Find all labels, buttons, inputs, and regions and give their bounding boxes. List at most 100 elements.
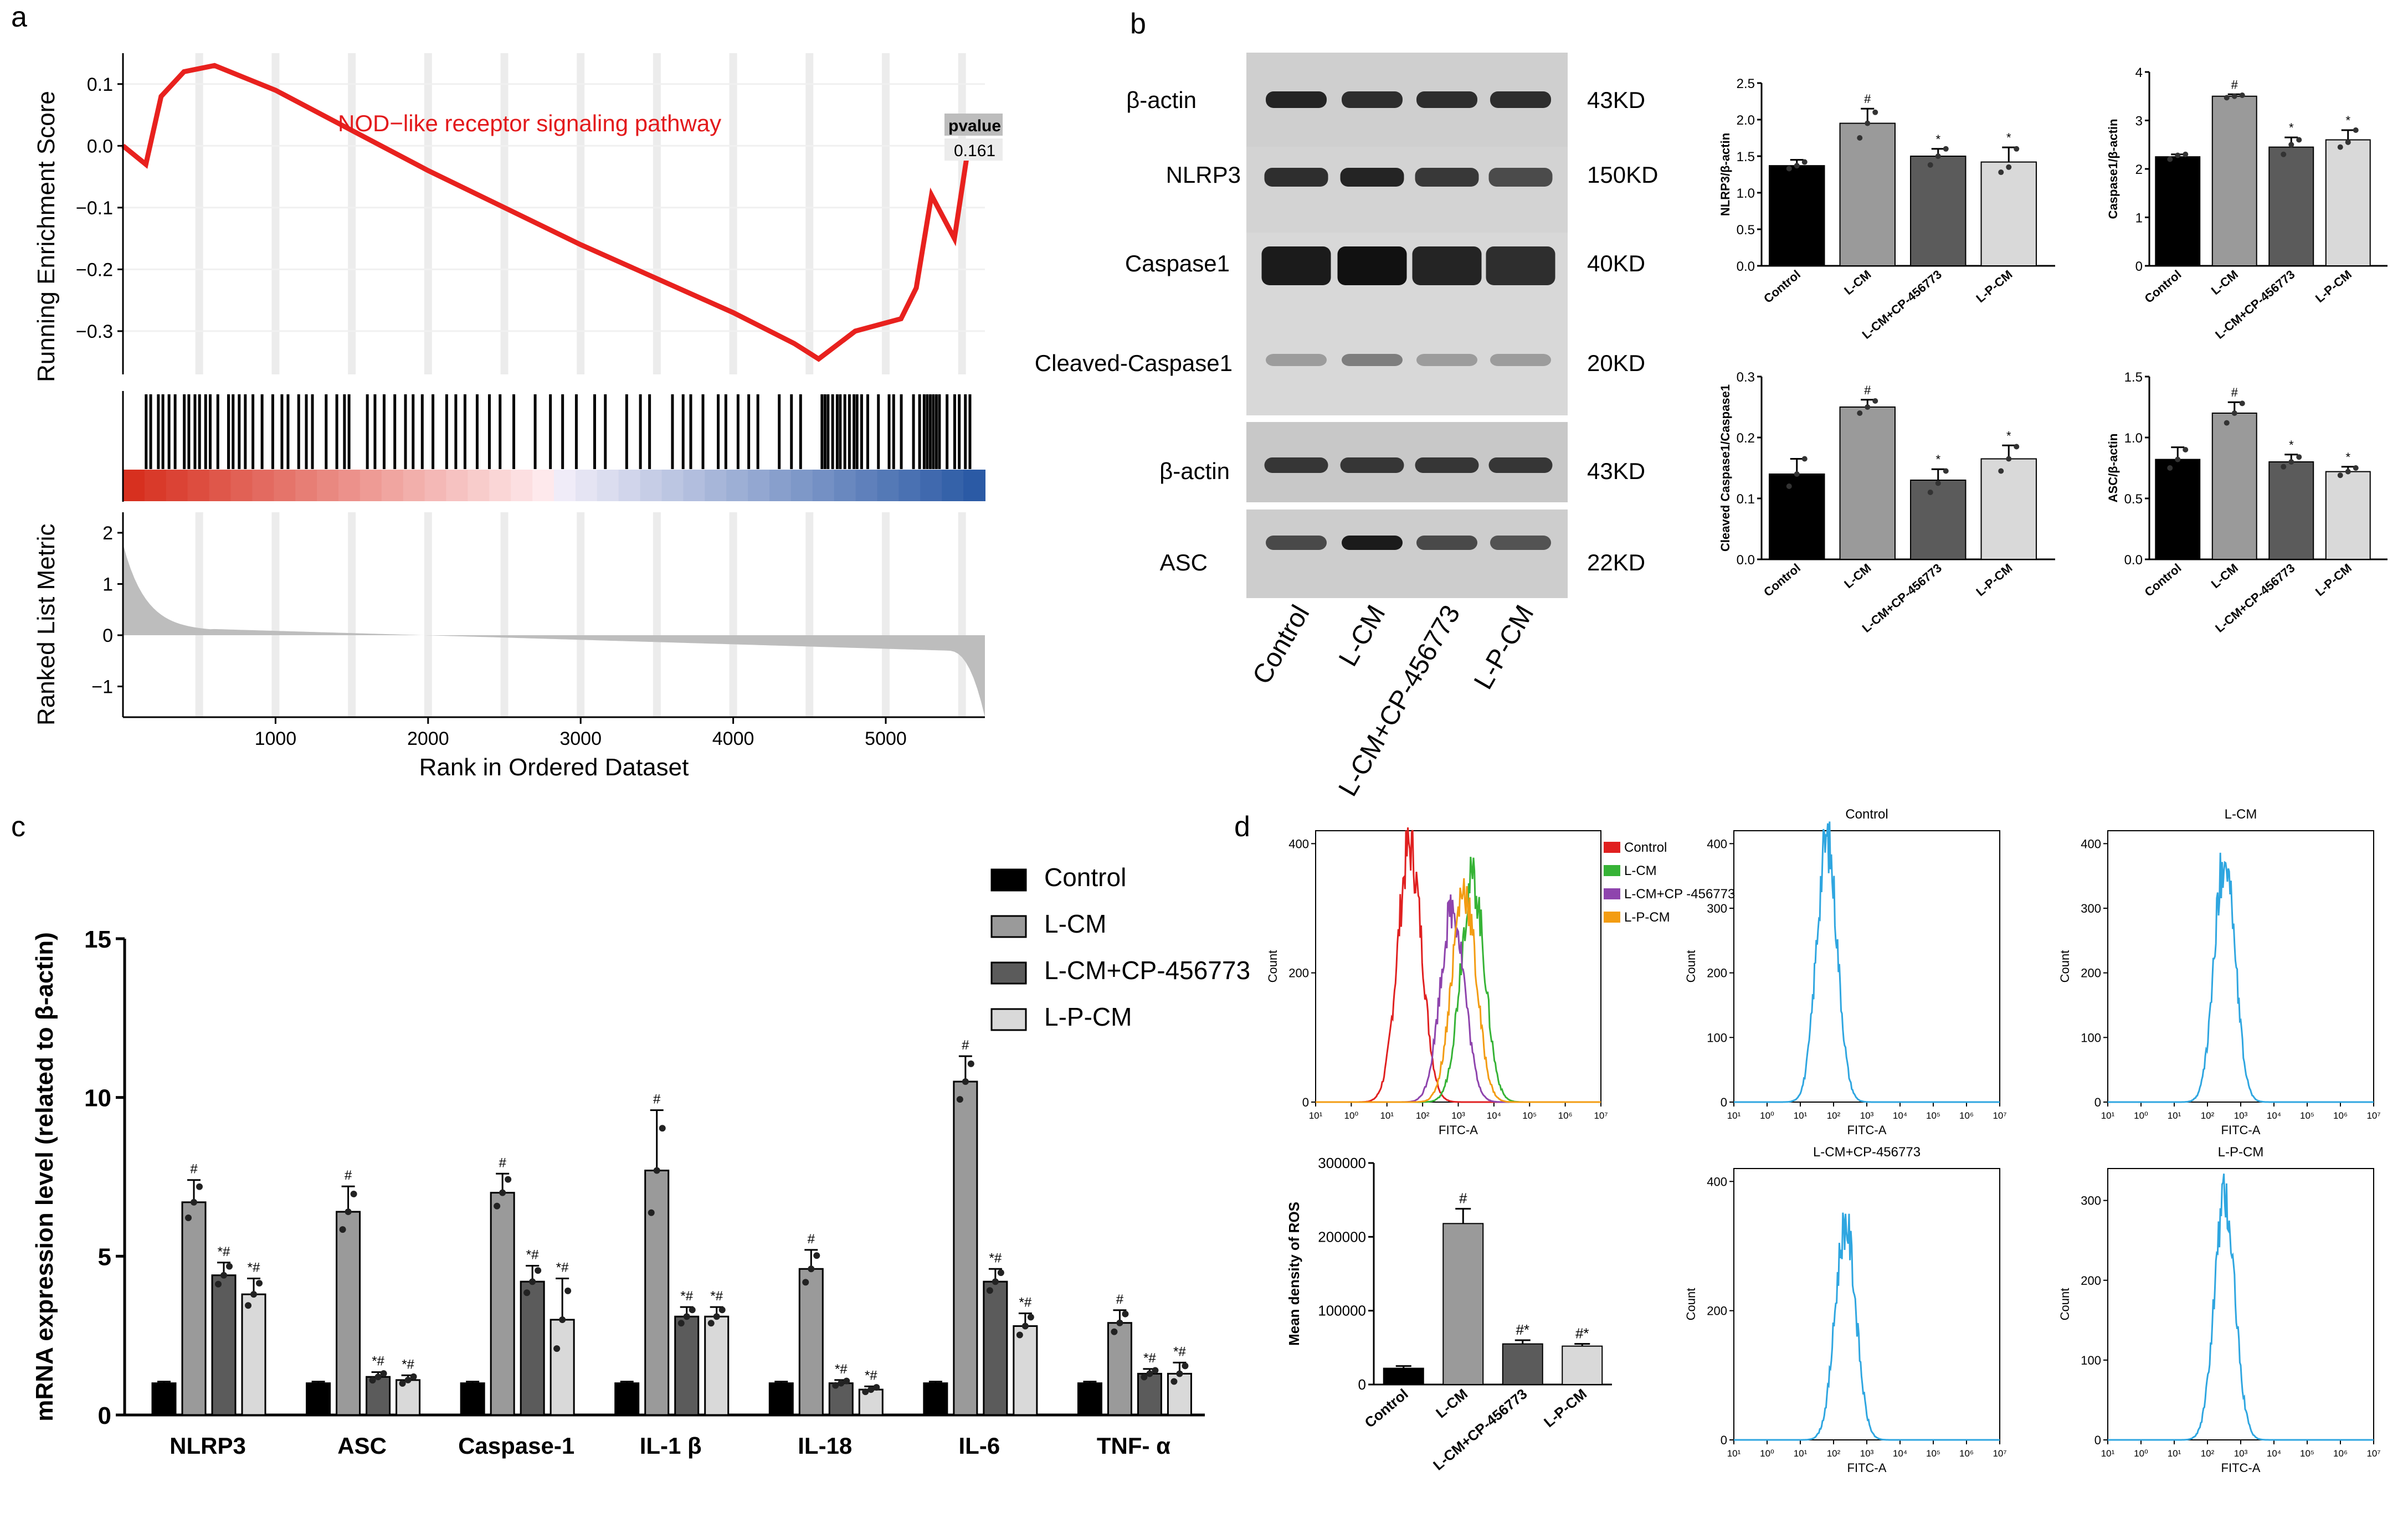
point-2-0 bbox=[1927, 162, 1933, 168]
gsea-hit-86 bbox=[932, 394, 935, 469]
xtick-label-1: L-CM bbox=[2209, 267, 2241, 297]
xtick-label-7: 10⁶ bbox=[1959, 1448, 1974, 1459]
xtick-label-3: 10² bbox=[1827, 1110, 1841, 1121]
bar-1 bbox=[1839, 122, 1896, 266]
xtick-label-0: Control bbox=[1761, 267, 1803, 306]
mrna-ytick-label-1: 5 bbox=[98, 1243, 111, 1270]
blot-band-r1-l1 bbox=[1340, 168, 1404, 187]
mrna-xtick-label-2: Caspase-1 bbox=[458, 1433, 574, 1459]
point-0-0 bbox=[1786, 483, 1792, 489]
point-1-2 bbox=[2239, 92, 2245, 98]
ytick-label-1: 1 bbox=[2135, 211, 2143, 226]
gsea-heat-seg-2 bbox=[166, 470, 188, 501]
bar-3 bbox=[2325, 471, 2371, 560]
xtick-label-4: 10³ bbox=[2234, 1448, 2248, 1459]
mrna-pt-2-1-1 bbox=[499, 1189, 506, 1196]
xlabel: FITC-A bbox=[1847, 1461, 1887, 1475]
mrna-pt-2-2-2 bbox=[535, 1267, 542, 1274]
mrna-pt-6-1-0 bbox=[1111, 1328, 1118, 1335]
gsea-metric-grid-8 bbox=[805, 512, 814, 717]
gsea-hit-75 bbox=[860, 394, 863, 469]
ros-overlay-histogram: 0 200 400 Count 10¹ 10⁰ 10¹ 10² 10³ 10⁴ 10⁵ 10⁶ 10⁷ F… bbox=[1266, 827, 1735, 1137]
gsea-grid-line-7 bbox=[729, 53, 737, 374]
sig-mark-3: * bbox=[2345, 450, 2350, 464]
ytick-label-3: 300 bbox=[1707, 902, 1727, 915]
ytick-label-1: 200 bbox=[1707, 1304, 1727, 1318]
xtick-label-4: 10³ bbox=[1860, 1110, 1874, 1121]
point-0-0 bbox=[2167, 156, 2173, 162]
ros-bar-3 bbox=[1562, 1345, 1603, 1386]
gsea-heat-seg-20 bbox=[554, 470, 576, 501]
blot-band-r4-l1 bbox=[1340, 457, 1404, 473]
flow-histogram-lcm: L-CM 0 100 200 300 400 Count 10¹ 10⁰ 10¹ 10² 10³ 10⁴… bbox=[2058, 807, 2381, 1137]
blot-band-r4-l2 bbox=[1415, 457, 1479, 473]
point-3-2 bbox=[2353, 465, 2359, 471]
gsea-running-score-line bbox=[121, 63, 979, 362]
sig-mark-1: # bbox=[1864, 92, 1871, 106]
mrna-bar-4-2 bbox=[828, 1382, 854, 1416]
ytick-label-3: 3 bbox=[2135, 114, 2143, 129]
blot-band-r0-l1 bbox=[1342, 91, 1403, 108]
xtick-label-7: 10⁶ bbox=[2333, 1110, 2348, 1121]
mrna-bar-1-1 bbox=[336, 1211, 361, 1416]
gsea-ytick-label-3: −0.2 bbox=[76, 259, 113, 280]
gsea-hit-52 bbox=[648, 394, 651, 469]
point-1-0 bbox=[1857, 410, 1863, 416]
ros-bar-0 bbox=[1383, 1367, 1424, 1386]
gsea-metric-grid-3 bbox=[424, 512, 432, 717]
xtick-label-5: 10⁴ bbox=[1893, 1110, 1907, 1121]
title: L-CM+CP-456773 bbox=[1813, 1145, 1921, 1160]
blot-left-label-3: Cleaved-Caspase1 bbox=[1035, 350, 1233, 376]
gsea-hit-8 bbox=[193, 394, 197, 469]
blot-band-r2-l0 bbox=[1261, 246, 1331, 285]
mrna-pt-2-3-1 bbox=[559, 1316, 566, 1323]
ros-ylabel: Mean density of ROS bbox=[1286, 1202, 1302, 1346]
xtick-label-6: 10⁵ bbox=[2300, 1448, 2314, 1459]
ytick-label-2: 0.2 bbox=[1737, 431, 1755, 446]
mrna-pt-6-3-2 bbox=[1182, 1362, 1189, 1370]
mrna-pt-3-1-2 bbox=[659, 1125, 666, 1132]
gsea-ytick2-label-1: 1 bbox=[102, 574, 113, 595]
gsea-xtick-label-1: 2000 bbox=[407, 728, 449, 749]
xtick-label-2: 10¹ bbox=[1794, 1448, 1808, 1459]
xtick-label-8: 10⁷ bbox=[1993, 1448, 2006, 1459]
point-3-0 bbox=[1998, 169, 2004, 176]
mrna-pt-0-2-0 bbox=[215, 1280, 222, 1288]
point-0-1 bbox=[1794, 163, 1800, 169]
mrna-bar-6-1 bbox=[1107, 1322, 1132, 1416]
overlay-legend-swatch-2 bbox=[1604, 888, 1620, 899]
ros-ytick-label-1: 100000 bbox=[1318, 1303, 1366, 1319]
gsea-metric-grid-1 bbox=[271, 512, 280, 717]
mrna-sig-2-1: # bbox=[499, 1155, 506, 1170]
mrna-pt-3-1-1 bbox=[653, 1167, 660, 1174]
gsea-heat-seg-4 bbox=[209, 470, 232, 501]
gsea-es-panel bbox=[123, 53, 985, 374]
ros-ytick-label-0: 0 bbox=[1358, 1376, 1366, 1393]
gsea-hit-28 bbox=[347, 394, 351, 469]
mrna-legend-swatch-3 bbox=[990, 1008, 1027, 1031]
mrna-ytick-label-2: 10 bbox=[84, 1085, 111, 1112]
blot-band-r4-l3 bbox=[1488, 457, 1553, 473]
mrna-sig-3-3: *# bbox=[710, 1289, 723, 1304]
gsea-hit-44 bbox=[533, 394, 537, 469]
sig-mark-3: * bbox=[2345, 114, 2350, 127]
gsea-heat-seg-21 bbox=[575, 470, 598, 501]
mrna-bar-3-3 bbox=[704, 1315, 730, 1416]
gsea-hit-70 bbox=[839, 394, 842, 469]
mrna-pt-6-1-1 bbox=[1116, 1319, 1123, 1326]
mrna-pt-1-2-2 bbox=[380, 1370, 387, 1377]
gsea-hit-47 bbox=[574, 394, 578, 469]
mrna-pt-5-3-0 bbox=[1016, 1331, 1023, 1339]
point-2-2 bbox=[1943, 468, 1949, 474]
xtick-label-0: 10¹ bbox=[1727, 1110, 1741, 1121]
ytick-label-0: 0.0 bbox=[1737, 259, 1755, 274]
gsea-plot: NOD−like receptor signaling pathway pval… bbox=[33, 53, 1003, 781]
gsea-heat-seg-7 bbox=[274, 470, 296, 501]
mrna-pt-4-1-0 bbox=[802, 1279, 809, 1286]
gsea-hit-80 bbox=[900, 394, 903, 469]
bar-3 bbox=[2325, 139, 2371, 266]
mrna-bar-1-0 bbox=[306, 1382, 331, 1416]
point-2-2 bbox=[2296, 137, 2302, 143]
xtick-label-4: 10³ bbox=[2234, 1110, 2248, 1121]
point-3-1 bbox=[2006, 164, 2012, 170]
